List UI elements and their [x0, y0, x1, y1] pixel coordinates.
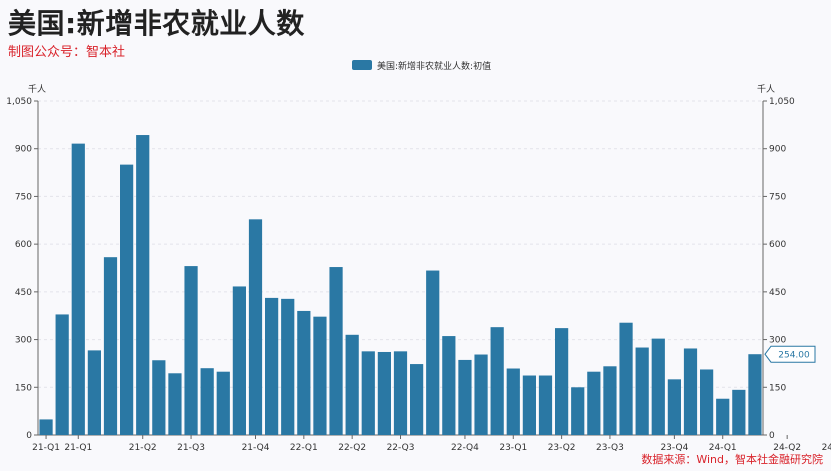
bar [587, 371, 601, 435]
bar [361, 351, 375, 435]
y-tick-label-left: 450 [15, 288, 32, 298]
bar [667, 379, 681, 435]
bar [619, 322, 633, 435]
y-tick-label-left: 750 [15, 192, 32, 202]
y-tick-label-right: 150 [769, 383, 786, 393]
bar [136, 135, 150, 435]
bar [55, 314, 69, 435]
bar [393, 351, 408, 435]
bar [410, 364, 424, 435]
x-tick-label: 21-Q4 [242, 443, 270, 453]
bar [748, 354, 762, 435]
chart-title: 美国:新增非农就业人数 [8, 7, 305, 40]
y-tick-label-left: 0 [26, 431, 32, 441]
chart-subtitle: 制图公众号：智本社 [8, 45, 126, 60]
x-tick-label: 21-Q1 [32, 443, 60, 453]
bar [152, 360, 166, 435]
y-tick-label-left: 600 [15, 240, 32, 250]
y-tick-label-right: 300 [769, 336, 786, 346]
y-tick-label-right: 900 [769, 145, 786, 155]
x-tick-label: 21-Q2 [129, 443, 157, 453]
x-tick-label: 24-Q3 [822, 443, 831, 453]
bar [538, 375, 553, 435]
bar [635, 347, 649, 435]
bar [232, 286, 246, 435]
x-tick-label: 23-Q1 [499, 443, 527, 453]
bar [313, 316, 327, 435]
bar [248, 219, 263, 435]
bar [103, 257, 118, 435]
bar [39, 419, 53, 435]
data-source-note: 数据来源：Wind，智本社金融研究院 [641, 453, 823, 466]
bar [216, 371, 230, 435]
bar [716, 398, 730, 435]
bar [329, 267, 343, 435]
bar [377, 351, 391, 435]
y-tick-label-right: 450 [769, 288, 786, 298]
bar [184, 266, 198, 435]
bar [732, 389, 746, 435]
bar [281, 298, 295, 435]
legend-label: 美国:新增非农就业人数:初值 [377, 60, 491, 72]
bar [345, 334, 359, 435]
y-tick-label-left: 1,050 [6, 97, 32, 107]
bar [87, 350, 101, 435]
bar [474, 354, 488, 435]
x-tick-label: 23-Q3 [596, 443, 624, 453]
bar [297, 310, 311, 435]
bar [168, 373, 182, 435]
x-tick-label: 21-Q1 [64, 443, 92, 453]
bar [700, 369, 714, 435]
last-value-label: 254.00 [778, 351, 810, 361]
x-tick-label: 22-Q4 [451, 443, 479, 453]
bar [71, 143, 85, 435]
bar [522, 375, 536, 435]
y-tick-label-right: 1,050 [769, 97, 795, 107]
bar [120, 164, 134, 435]
x-tick-label: 22-Q2 [338, 443, 366, 453]
x-tick-label: 23-Q4 [660, 443, 688, 453]
y-tick-label-right: 0 [769, 431, 775, 441]
y-tick-label-left: 900 [15, 145, 32, 155]
y-tick-label-left: 300 [15, 336, 32, 346]
bar [683, 348, 698, 435]
bar [651, 338, 665, 435]
bar [442, 336, 456, 435]
bar [571, 387, 585, 435]
x-tick-label: 24-Q2 [773, 443, 801, 453]
y-tick-label-left: 150 [15, 383, 32, 393]
bar [490, 327, 504, 435]
bar [506, 368, 520, 435]
x-tick-label: 23-Q2 [548, 443, 576, 453]
x-tick-label: 22-Q1 [290, 443, 318, 453]
bar [265, 297, 279, 435]
x-tick-label: 21-Q3 [177, 443, 205, 453]
bar [426, 270, 440, 435]
bar [200, 368, 214, 435]
last-value-callout [764, 345, 816, 363]
y-axis-unit-right: 千人 [757, 84, 775, 95]
y-tick-label-right: 750 [769, 192, 786, 202]
y-tick-label-right: 600 [769, 240, 786, 250]
bar [603, 366, 617, 435]
legend-swatch [352, 60, 372, 70]
x-tick-label: 24-Q1 [709, 443, 737, 453]
bar [458, 359, 472, 435]
y-axis-unit-left: 千人 [28, 84, 46, 95]
bar [555, 328, 569, 435]
x-tick-label: 22-Q3 [387, 443, 415, 453]
